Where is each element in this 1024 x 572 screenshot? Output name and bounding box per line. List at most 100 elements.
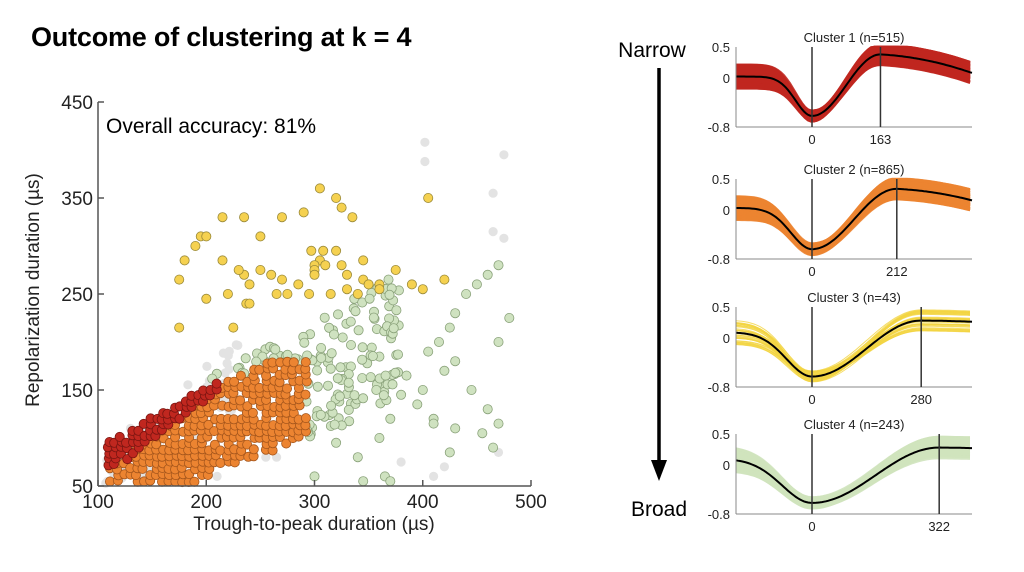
scatter-point-cluster-3: [179, 255, 190, 266]
scatter-point-cluster-2: [229, 376, 240, 387]
scatter-point-cluster-4: [368, 312, 379, 323]
scatter-point-cluster-4: [383, 274, 394, 285]
scatter-point-cluster-4: [299, 337, 310, 348]
scatter-point-cluster-4: [504, 312, 515, 323]
scatter-point-cluster-4: [334, 391, 345, 402]
waveform-trace: [735, 450, 971, 509]
panel-x-tick-label: 0: [808, 132, 815, 147]
panel-title: Cluster 4 (n=243): [804, 417, 905, 432]
scatter-point-cluster-1: [211, 378, 222, 389]
panel-x-tick-label: 0: [808, 264, 815, 279]
waveform-traces: [735, 177, 971, 257]
narrow-label: Narrow: [618, 39, 687, 62]
scatter-point-cluster-4: [488, 442, 499, 453]
scatter-point-cluster-4: [482, 269, 493, 280]
scatter-point-cluster-3: [336, 202, 347, 213]
panel-y-tick-label: 0.5: [712, 40, 730, 55]
scatter-point-cluster-3: [363, 279, 374, 290]
scatter-point-cluster-4: [374, 432, 385, 443]
x-tick-label: 200: [190, 492, 222, 513]
scatter-point-cluster-3: [266, 269, 277, 280]
scatter-point-cluster-3: [314, 183, 325, 194]
scatter-point-cluster-4: [482, 404, 493, 415]
scatter-point-cluster-4: [388, 323, 399, 334]
scatter-point-cluster-4: [392, 349, 403, 360]
scatter-point-cluster-4: [357, 373, 368, 384]
scatter-point-cluster-3: [304, 288, 315, 299]
panel-y-tick-label: 0: [723, 458, 730, 473]
scatter-point-unclassified: [261, 452, 271, 462]
scatter-point-cluster-3: [306, 245, 317, 256]
scatter-point-cluster-4: [364, 293, 375, 304]
scatter-point-cluster-4: [316, 342, 327, 353]
x-tick-label: 100: [82, 492, 114, 513]
scatter-point-cluster-3: [276, 274, 287, 285]
scatter-point-cluster-4: [312, 365, 323, 376]
scatter-point-cluster-2: [203, 419, 214, 430]
y-axis-label: Repolarization duration (µs): [23, 173, 44, 407]
scatter-point-cluster-4: [358, 476, 369, 487]
scatter-point-cluster-4: [444, 447, 455, 458]
scatter-point-cluster-4: [331, 437, 342, 448]
scatter-point-cluster-2: [300, 389, 311, 400]
panel-y-tick-label: -0.8: [708, 252, 730, 267]
x-tick-label: 300: [299, 492, 331, 513]
panel-title: Cluster 2 (n=865): [804, 162, 905, 177]
waveform-trace: [735, 328, 971, 377]
scatter-point-cluster-3: [276, 212, 287, 223]
scatter-point-cluster-3: [282, 288, 293, 299]
panel-y-tick-label: -0.8: [708, 120, 730, 135]
panel-peak-label: 322: [928, 519, 950, 534]
waveform-trace: [736, 45, 971, 117]
y-tick-label: 150: [61, 381, 93, 402]
scatter-point-cluster-4: [335, 362, 346, 373]
scatter-point-cluster-2: [288, 357, 299, 368]
scatter-point-cluster-4: [326, 348, 337, 359]
scatter-point-cluster-3: [318, 245, 329, 256]
mean-waveform: [735, 446, 972, 504]
scatter-point-cluster-4: [444, 322, 455, 333]
scatter-point-cluster-4: [477, 428, 488, 439]
y-tick-label: 250: [61, 285, 93, 306]
panel-y-tick-label: 0.5: [712, 300, 730, 315]
figure-title: Outcome of clustering at k = 4: [31, 22, 412, 52]
scatter-point-cluster-4: [365, 372, 376, 383]
scatter-point-cluster-3: [439, 274, 450, 285]
scatter-point-cluster-2: [242, 401, 253, 412]
scatter-point-cluster-4: [332, 309, 343, 320]
scatter-point-cluster-3: [347, 212, 358, 223]
panel-peak-label: 280: [910, 392, 932, 407]
scatter-point-cluster-4: [337, 332, 348, 343]
scatter-point-cluster-2: [247, 407, 258, 418]
scatter-point-cluster-3: [331, 245, 342, 256]
scatter-point-cluster-4: [329, 419, 340, 430]
scatter-point-cluster-3: [217, 255, 228, 266]
scatter-point-cluster-3: [201, 231, 212, 242]
scatter-point-cluster-2: [300, 413, 311, 424]
scatter-point-unclassified: [420, 137, 430, 147]
scatter-point-cluster-4: [417, 384, 428, 395]
scatter-point-cluster-4: [352, 452, 363, 463]
waveform-trace: [735, 178, 971, 247]
scatter-point-cluster-3: [217, 212, 228, 223]
scatter-point-cluster-4: [396, 389, 407, 400]
scatter-point-cluster-3: [228, 322, 239, 333]
panel-y-tick-label: 0.5: [712, 427, 730, 442]
scatter-point-cluster-4: [385, 413, 396, 424]
scatter-point-cluster-4: [439, 365, 450, 376]
scatter-point-cluster-3: [352, 288, 363, 299]
scatter-point-cluster-4: [344, 416, 355, 427]
scatter-point-cluster-4: [493, 260, 504, 271]
waveform-panel-4: Cluster 4 (n=243) 0.5 0 -0.8 0 322: [708, 417, 972, 534]
scatter-point-unclassified: [429, 471, 439, 481]
y-tick-label: 50: [72, 477, 93, 498]
scatter-point-cluster-2: [215, 457, 226, 468]
scatter-point-unclassified: [439, 462, 449, 472]
scatter-point-cluster-3: [233, 264, 244, 275]
waveform-trace: [735, 441, 971, 508]
panel-x-tick-label: 0: [808, 392, 815, 407]
scatter-point-cluster-4: [325, 363, 336, 374]
scatter-point-cluster-2: [235, 395, 246, 406]
scatter-point-cluster-4: [350, 306, 361, 317]
